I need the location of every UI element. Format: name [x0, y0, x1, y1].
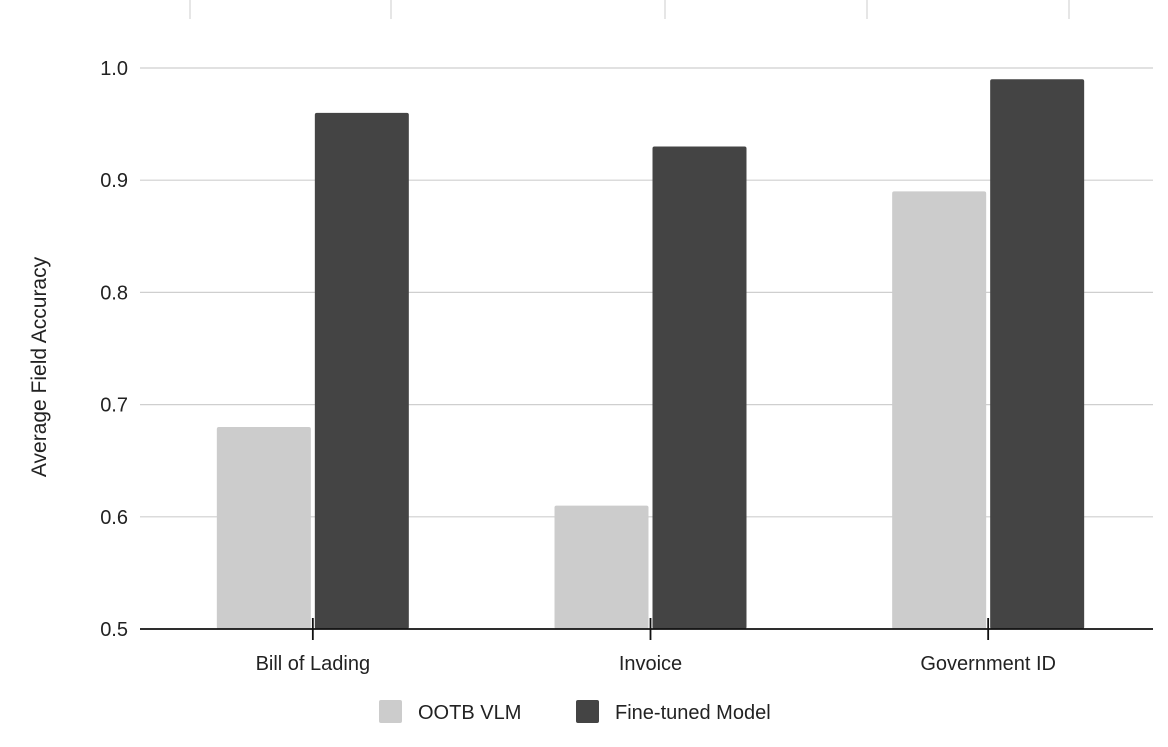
top-tick-marks: [189, 0, 1070, 19]
bar-fine-tuned-model-bill-of-lading: [314, 112, 409, 629]
legend-label: OOTB VLM: [418, 702, 521, 724]
x-axis: Bill of Lading Invoice Government ID: [140, 618, 1153, 675]
legend: OOTB VLM Fine-tuned Model: [379, 700, 771, 724]
legend-swatch: [576, 700, 599, 723]
bar-ootb-vlm-bill-of-lading: [216, 427, 311, 629]
y-tick-label: 0.5: [100, 619, 128, 641]
y-tick-label: 0.8: [100, 282, 128, 304]
y-tick-label: 0.9: [100, 170, 128, 192]
bar-ootb-vlm-invoice: [554, 505, 649, 629]
legend-label: Fine-tuned Model: [615, 702, 771, 724]
y-tick-label: 0.7: [100, 395, 128, 417]
y-axis-label: Average Field Accuracy: [28, 256, 51, 477]
x-tick-label: Government ID: [920, 653, 1056, 675]
y-axis: 0.5 0.6 0.7 0.8 0.9 1.0: [100, 58, 128, 641]
bar-fine-tuned-model-government-id: [990, 79, 1085, 630]
legend-swatch: [379, 700, 402, 723]
bar-ootb-vlm-government-id: [892, 191, 987, 630]
bars: [216, 79, 1085, 630]
bar-fine-tuned-model-invoice: [652, 146, 747, 630]
x-tick-label: Invoice: [619, 653, 682, 675]
y-tick-label: 0.6: [100, 507, 128, 529]
x-tick-label: Bill of Lading: [256, 653, 371, 675]
y-tick-label: 1.0: [100, 58, 128, 80]
